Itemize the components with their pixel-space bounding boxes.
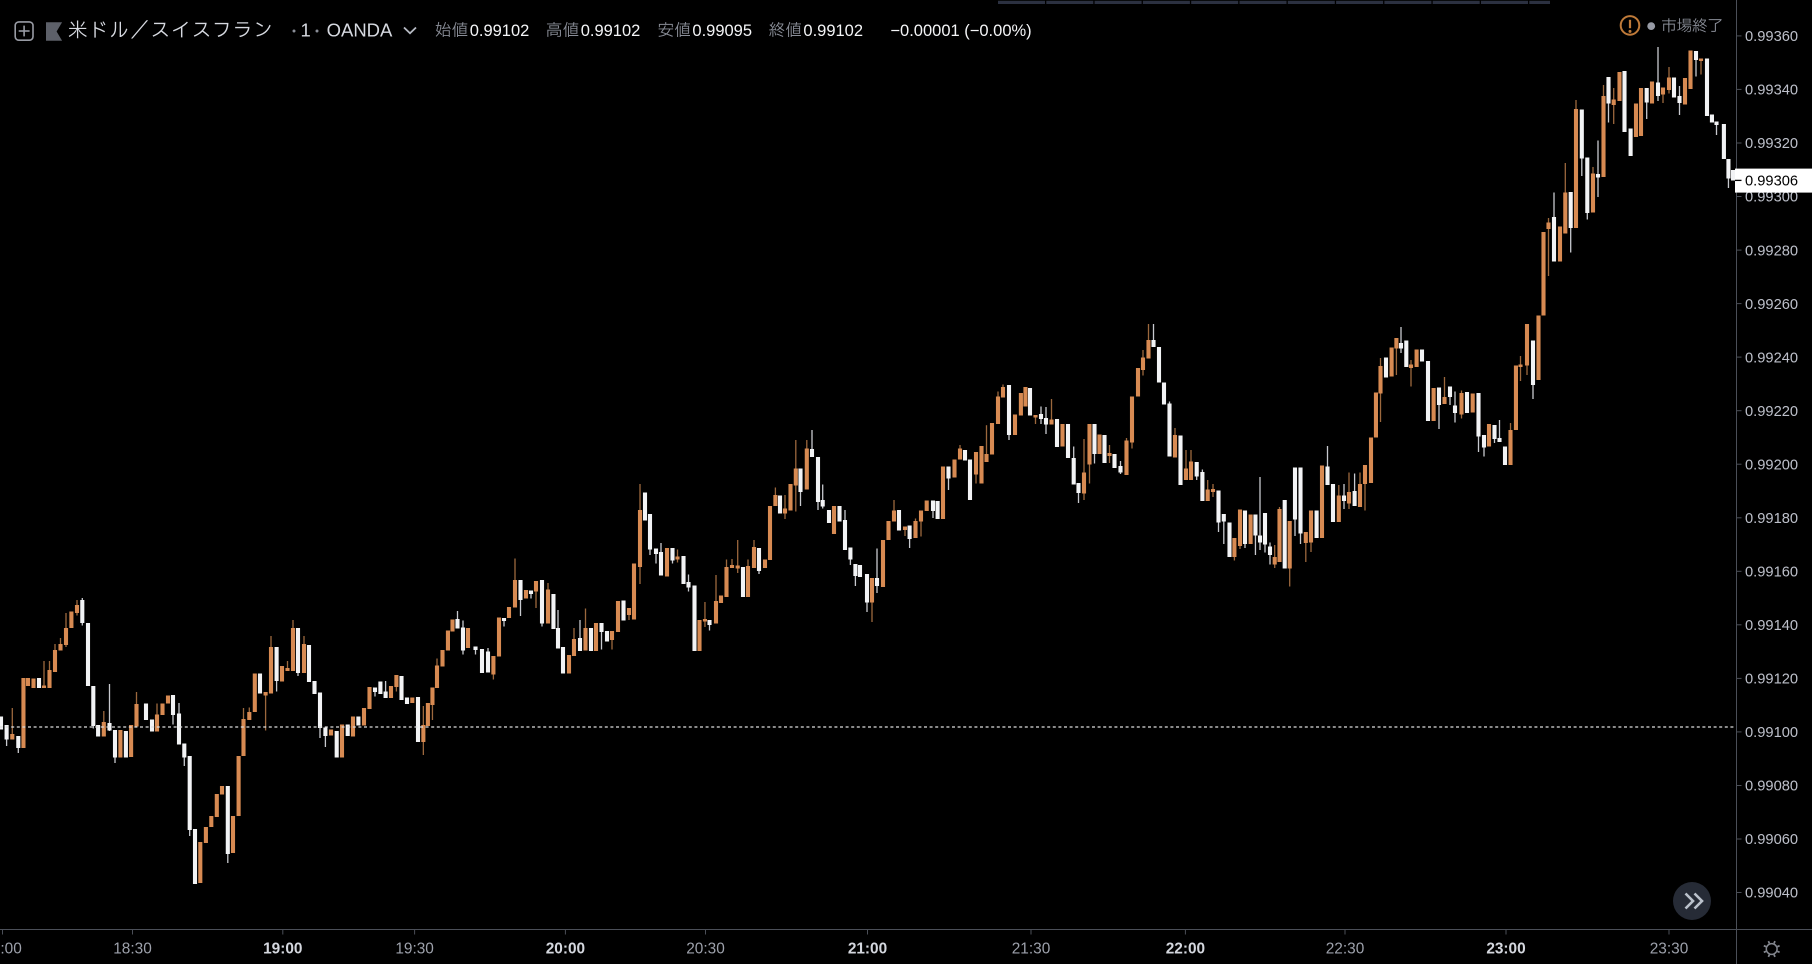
svg-text:0.99306: 0.99306 — [1745, 174, 1798, 190]
svg-text:22:00: 22:00 — [1166, 941, 1205, 958]
svg-text:0.99120: 0.99120 — [1745, 672, 1798, 688]
svg-text:19:30: 19:30 — [395, 941, 434, 958]
svg-text:0.99102: 0.99102 — [470, 22, 530, 40]
svg-text:0.99095: 0.99095 — [692, 22, 752, 40]
svg-text:18:30: 18:30 — [113, 941, 152, 958]
svg-text:0.99280: 0.99280 — [1745, 243, 1798, 259]
svg-text:0.99320: 0.99320 — [1745, 136, 1798, 152]
svg-text:0.99140: 0.99140 — [1745, 618, 1798, 634]
svg-text:OANDA: OANDA — [327, 19, 393, 40]
svg-text:20:00: 20:00 — [546, 941, 585, 958]
svg-text:21:30: 21:30 — [1012, 941, 1051, 958]
svg-text:22:30: 22:30 — [1326, 941, 1365, 958]
svg-text:0.99300: 0.99300 — [1745, 190, 1798, 206]
svg-text:21:00: 21:00 — [848, 941, 887, 958]
svg-text:0.99100: 0.99100 — [1745, 725, 1798, 741]
svg-text:0.99220: 0.99220 — [1745, 404, 1798, 420]
svg-text:1: 1 — [301, 19, 311, 40]
svg-text:0.99060: 0.99060 — [1745, 832, 1798, 848]
svg-text:0.99180: 0.99180 — [1745, 511, 1798, 527]
svg-text:0.99360: 0.99360 — [1745, 29, 1798, 45]
svg-text:0.99102: 0.99102 — [803, 22, 863, 40]
svg-text:23:30: 23:30 — [1650, 941, 1689, 958]
svg-text:18:00: 18:00 — [0, 941, 22, 958]
svg-text:0.99200: 0.99200 — [1745, 457, 1798, 473]
svg-text:0.99340: 0.99340 — [1745, 83, 1798, 99]
svg-text:−0.00001 (−0.00%): −0.00001 (−0.00%) — [890, 22, 1031, 40]
svg-text:0.99080: 0.99080 — [1745, 779, 1798, 795]
svg-text:0.99040: 0.99040 — [1745, 886, 1798, 902]
svg-text:0.99240: 0.99240 — [1745, 350, 1798, 366]
svg-text:23:00: 23:00 — [1486, 941, 1525, 958]
svg-text:0.99260: 0.99260 — [1745, 297, 1798, 313]
svg-text:19:00: 19:00 — [263, 941, 302, 958]
svg-text:0.99160: 0.99160 — [1745, 565, 1798, 581]
svg-text:20:30: 20:30 — [686, 941, 725, 958]
svg-text:0.99102: 0.99102 — [581, 22, 641, 40]
